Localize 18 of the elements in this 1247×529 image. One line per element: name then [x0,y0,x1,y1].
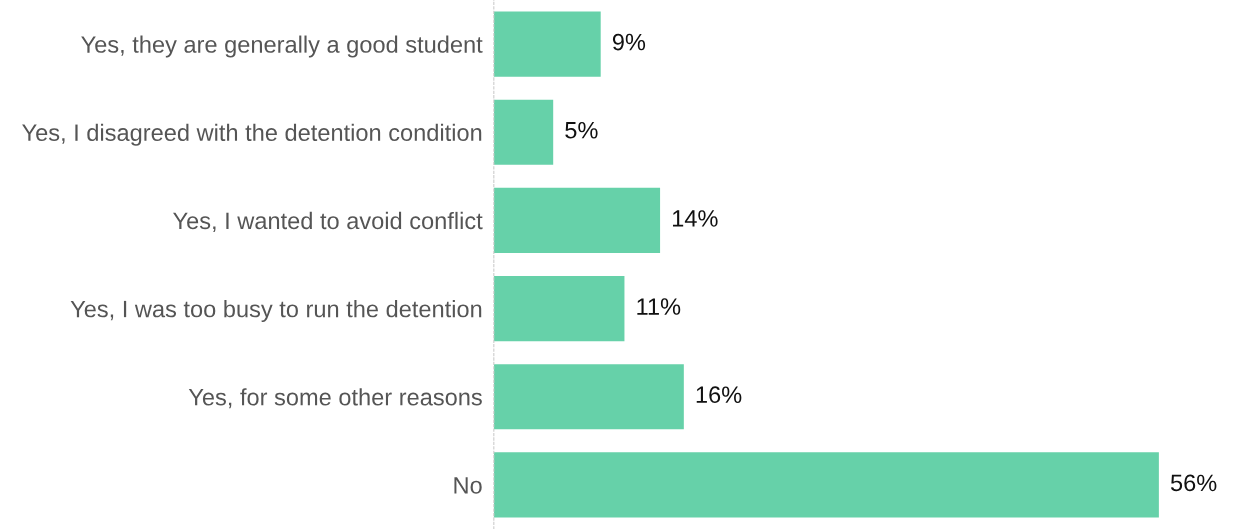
data-label: 56% [1170,474,1217,492]
data-label: 5% [565,121,598,139]
bar [493,187,661,254]
bar [493,452,1159,518]
y-tick-label: Yes, I wanted to avoid conflict [173,211,483,232]
y-tick-label: No [454,477,482,494]
bar [493,364,684,430]
bar [493,99,554,165]
bar [493,275,625,342]
y-tick-label: Yes, I disagreed with the detention condition [22,123,482,146]
y-tick-label: Yes, they are generally a good student [81,35,483,58]
y-tick-label: Yes, I was too busy to run the detention [70,300,482,323]
data-label: 16% [696,386,742,404]
data-label: 14% [672,210,718,227]
data-label: 9% [612,33,646,51]
bar [493,11,601,77]
data-label: 11% [637,298,681,315]
y-tick-label: Yes, for some other reasons [188,388,482,409]
